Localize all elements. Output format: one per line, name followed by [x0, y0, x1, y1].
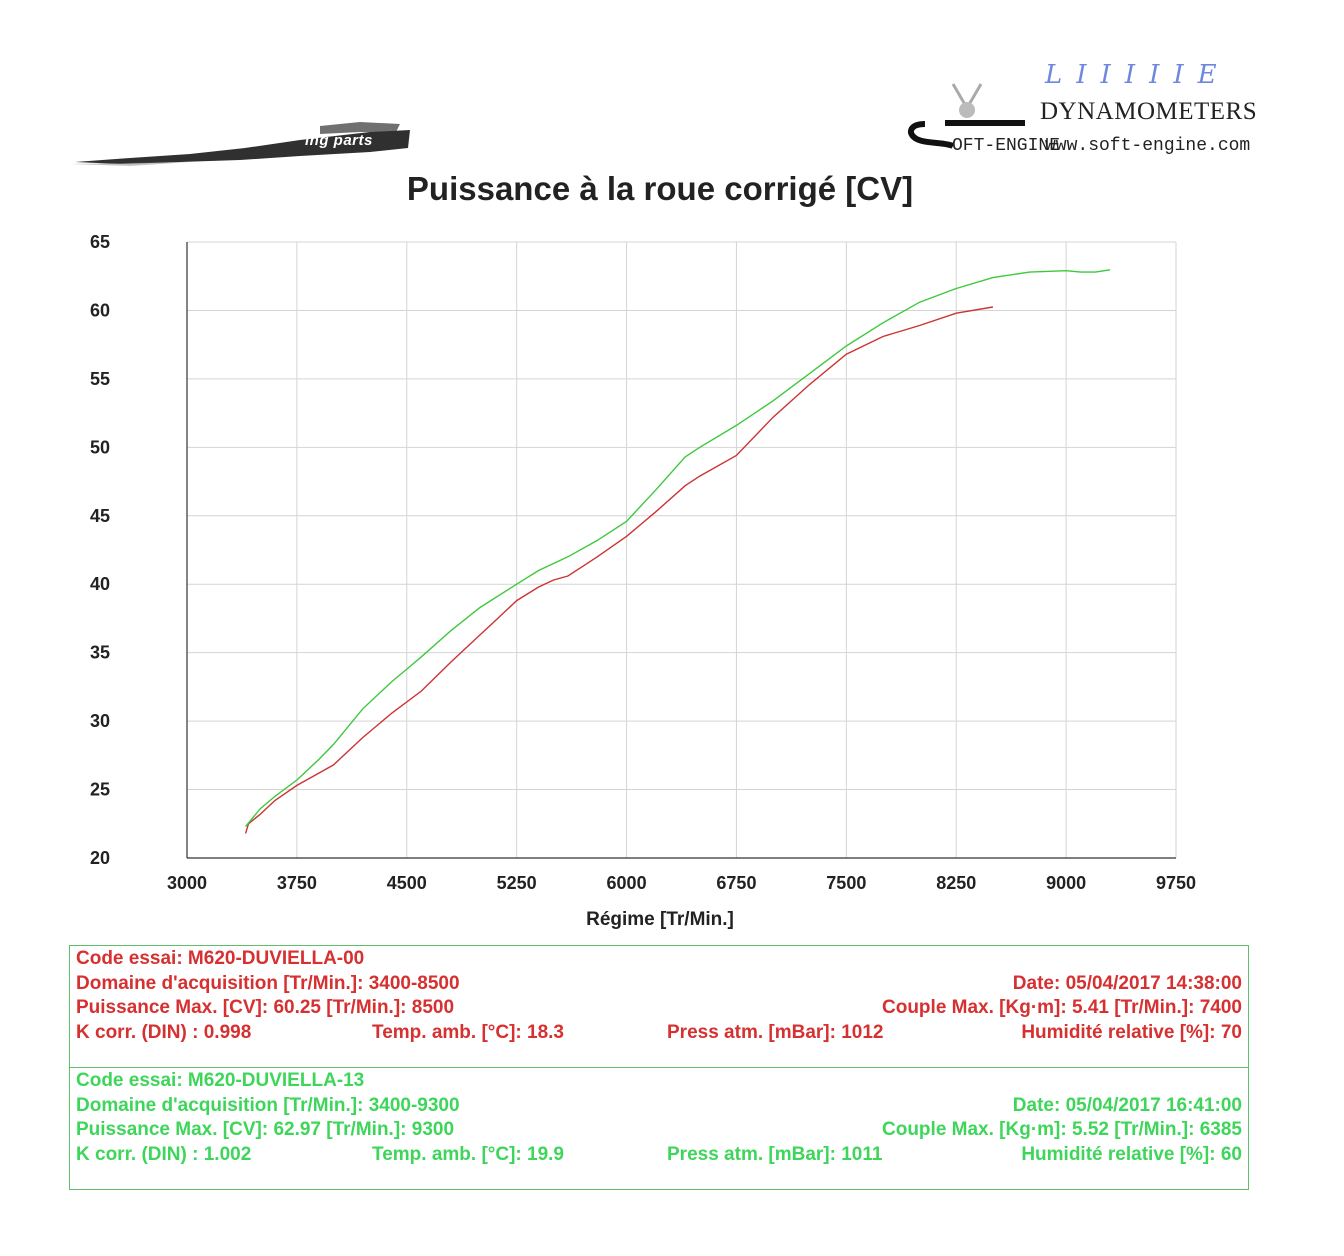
- test-domain: Domaine d'acquisition [Tr/Min.]: 3400-93…: [76, 1095, 460, 1116]
- x-axis-label: Régime [Tr/Min.]: [586, 909, 734, 930]
- chart-grid: [186, 241, 1177, 859]
- x-tick-label: 8250: [936, 873, 976, 893]
- x-tick-label: 9750: [1156, 873, 1196, 893]
- test-power-max: Puissance Max. [CV]: 60.25 [Tr/Min.]: 85…: [76, 997, 455, 1018]
- test-date: Date: 05/04/2017 16:41:00: [1012, 1095, 1242, 1116]
- x-tick-label: 3750: [277, 873, 317, 893]
- brand-script-logo: LIIIIIE: [1045, 60, 1231, 90]
- test-power-max: Puissance Max. [CV]: 62.97 [Tr/Min.]: 93…: [76, 1119, 455, 1140]
- x-tick-label: 5250: [497, 873, 537, 893]
- sponsor-logo-text: ing parts: [305, 132, 373, 149]
- test-date: Date: 05/04/2017 14:38:00: [1012, 973, 1242, 994]
- y-tick-label: 45: [90, 506, 110, 526]
- chart-series: [244, 269, 1111, 834]
- y-tick-label: 35: [90, 643, 110, 663]
- test-code: Code essai: M620-DUVIELLA-13: [76, 1070, 365, 1091]
- x-tick-label: 6000: [607, 873, 647, 893]
- test-humidity: Humidité relative [%]: 60: [1021, 1144, 1242, 1165]
- test-torque-max: Couple Max. [Kg·m]: 5.52 [Tr/Min.]: 6385: [882, 1119, 1242, 1140]
- brand-sub-name: OFT-ENGINE: [952, 136, 1061, 156]
- chart-title: Puissance à la roue corrigé [CV]: [406, 170, 914, 207]
- y-tick-label: 30: [90, 711, 110, 731]
- x-tick-label: 9000: [1046, 873, 1086, 893]
- test-info-box-red: Code essai: M620-DUVIELLA-00 Domaine d'a…: [69, 945, 1249, 1068]
- y-tick-label: 20: [90, 848, 110, 868]
- y-tick-label: 55: [90, 369, 110, 389]
- chart-axes: [186, 242, 1176, 859]
- test-temp: Temp. amb. [°C]: 18.3: [372, 1022, 565, 1043]
- y-tick-label: 60: [90, 300, 110, 320]
- test-code: Code essai: M620-DUVIELLA-00: [76, 948, 365, 969]
- test-domain: Domaine d'acquisition [Tr/Min.]: 3400-85…: [76, 973, 460, 994]
- y-tick-label: 65: [90, 232, 110, 252]
- x-tick-label: 3000: [167, 873, 207, 893]
- x-tick-label: 4500: [387, 873, 427, 893]
- test-temp: Temp. amb. [°C]: 19.9: [372, 1144, 565, 1165]
- sponsor-logo: ing parts: [70, 118, 420, 170]
- brand-url: www.soft-engine.com: [1045, 136, 1251, 156]
- soft-engine-logo-icon: [905, 80, 1040, 160]
- test-pressure: Press atm. [mBar]: 1012: [667, 1022, 884, 1043]
- y-axis-ticks: 20 25 30 35 40 45 50 55 60 65: [90, 232, 110, 868]
- x-axis-ticks: 3000 3750 4500 5250 6000 6750 7500 8250 9000 9750: [167, 873, 1196, 893]
- test-info-box-green: Code essai: M620-DUVIELLA-13 Domaine d'a…: [69, 1067, 1249, 1190]
- x-tick-label: 7500: [826, 873, 866, 893]
- power-chart: 20 25 30 35 40 45 50 55 60 65 3000 3750 4500 5250 600…: [90, 232, 1196, 930]
- y-tick-label: 50: [90, 437, 110, 457]
- series-line-green: [245, 269, 1111, 827]
- x-tick-label: 6750: [716, 873, 756, 893]
- y-tick-label: 25: [90, 780, 110, 800]
- test-kcorr: K corr. (DIN) : 0.998: [76, 1022, 252, 1043]
- y-tick-label: 40: [90, 574, 110, 594]
- brand-name: DYNAMOMETERS: [1040, 98, 1258, 125]
- series-line-red: [244, 306, 994, 834]
- test-pressure: Press atm. [mBar]: 1011: [667, 1144, 883, 1165]
- test-torque-max: Couple Max. [Kg·m]: 5.41 [Tr/Min.]: 7400: [882, 997, 1242, 1018]
- test-humidity: Humidité relative [%]: 70: [1021, 1022, 1242, 1043]
- test-kcorr: K corr. (DIN) : 1.002: [76, 1144, 252, 1165]
